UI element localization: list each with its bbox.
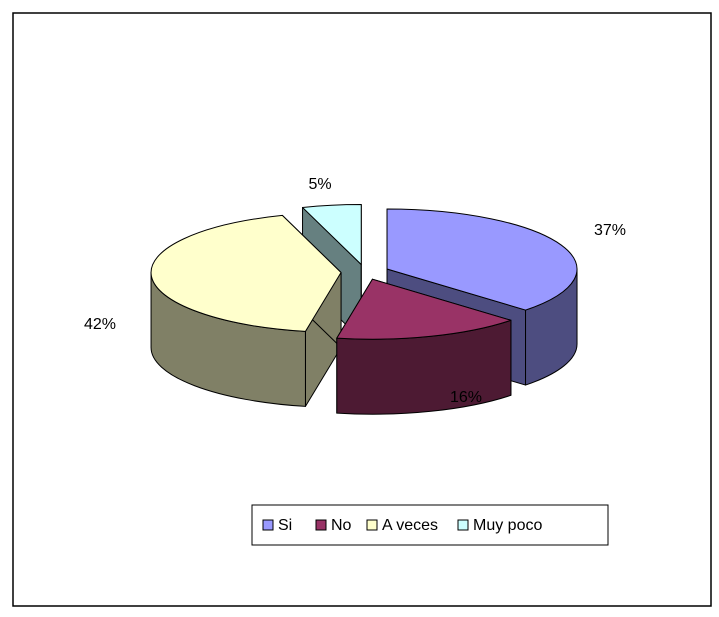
legend-label: A veces (382, 517, 438, 534)
legend-swatch (262, 519, 274, 531)
pie (150, 204, 578, 415)
legend-label: Si (278, 517, 292, 534)
legend-swatch (366, 519, 378, 531)
legend-label: No (331, 517, 352, 534)
legend-box (251, 504, 609, 546)
data-label: 5% (308, 176, 331, 193)
data-label: 42% (84, 316, 116, 333)
slice-top (150, 214, 342, 332)
data-label: 16% (450, 389, 482, 406)
slice-top (302, 204, 362, 266)
data-label: 37% (594, 222, 626, 239)
legend: Si No A veces Muy poco (262, 517, 542, 534)
legend-swatch (315, 519, 327, 531)
slice-top (386, 208, 578, 311)
data-labels: 37% 16% 42% 5% (84, 176, 626, 406)
slice-top (336, 278, 512, 340)
legend-label: Muy poco (473, 517, 542, 534)
legend-swatch (457, 519, 469, 531)
